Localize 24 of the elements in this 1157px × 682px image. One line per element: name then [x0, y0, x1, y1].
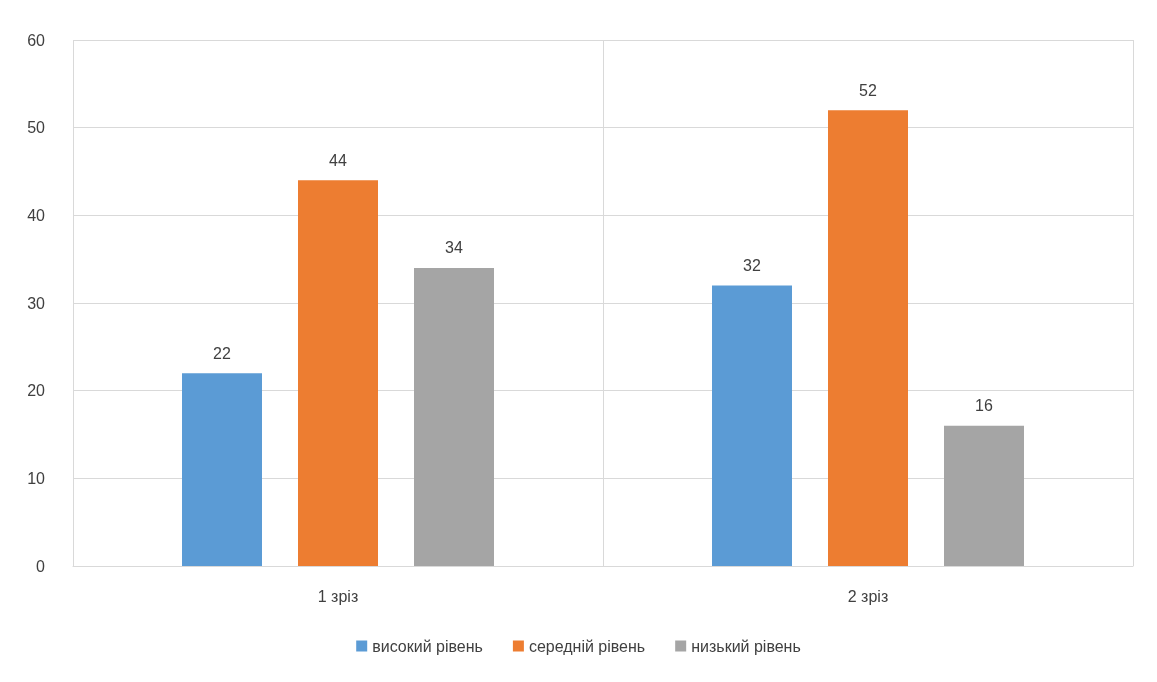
y-tick-label: 30 — [27, 294, 46, 312]
y-tick-label: 50 — [27, 119, 46, 137]
data-label: 32 — [743, 256, 761, 274]
data-label: 22 — [213, 344, 231, 362]
bar — [712, 285, 792, 566]
bar — [298, 180, 378, 566]
y-tick-label: 20 — [27, 382, 46, 400]
data-label: 16 — [975, 397, 993, 415]
legend-label: середній рівень — [528, 637, 646, 655]
y-tick-label: 40 — [27, 206, 46, 224]
legend-label: високий рівень — [372, 637, 483, 655]
data-label: 44 — [329, 151, 347, 169]
y-tick-label: 60 — [27, 31, 46, 49]
bar — [182, 373, 262, 566]
bar — [828, 110, 908, 566]
data-label: 52 — [859, 81, 877, 99]
bar — [414, 267, 494, 566]
x-tick-label: 2 зріз — [847, 587, 889, 605]
y-tick-label: 0 — [36, 557, 46, 575]
bar — [944, 425, 1024, 566]
x-tick-label: 1 зріз — [317, 587, 359, 605]
y-tick-label: 10 — [27, 469, 46, 487]
data-label: 34 — [445, 239, 463, 257]
legend-label: низький рівень — [691, 637, 801, 655]
